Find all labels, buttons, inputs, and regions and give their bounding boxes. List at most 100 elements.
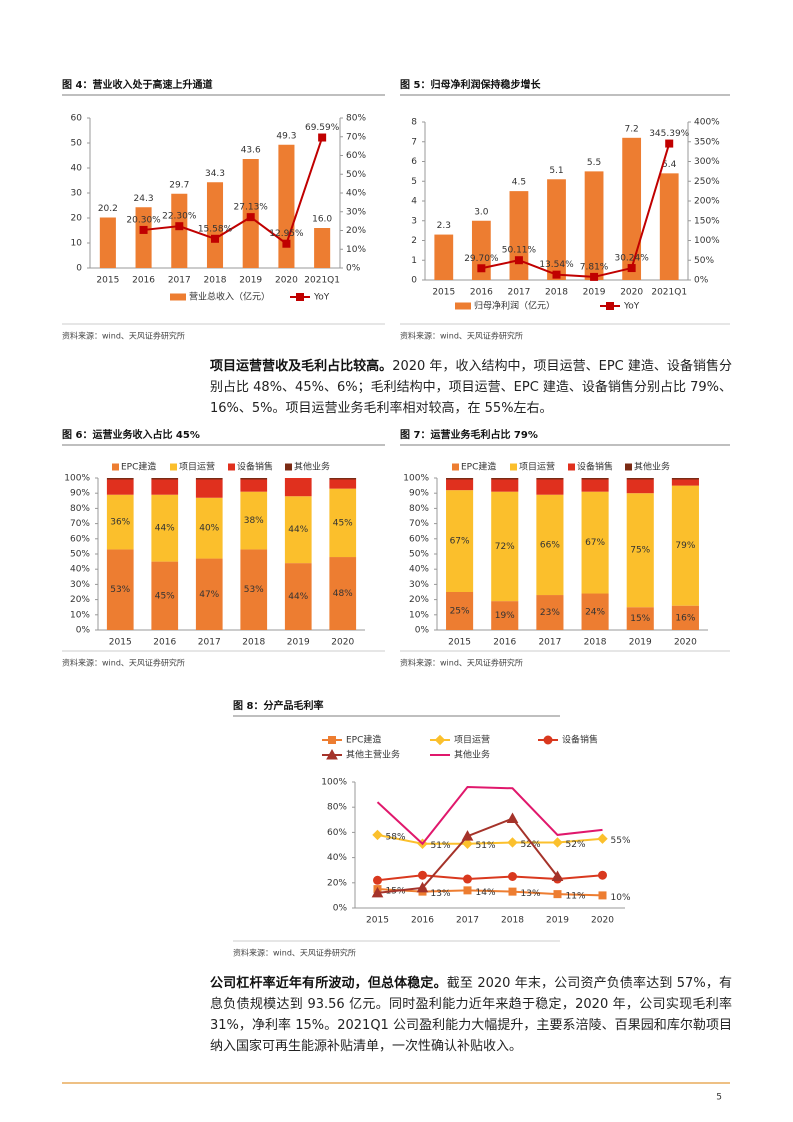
paragraph: 公司杠杆率近年有所波动，但总体稳定。截至 2020 年末，公司资产负债率达到 5… [210,973,732,1057]
marker [139,225,148,234]
y-tick-label: 10% [409,610,429,620]
legend-label: 设备销售 [562,734,598,746]
data-label: 3.0 [474,207,489,217]
bar [314,228,331,268]
data-label: 49.3 [276,131,296,141]
legend-swatch [455,302,471,310]
y-tick-label: 0% [415,626,430,636]
marker [373,875,382,885]
bar-segment [536,478,564,480]
legend-swatch [170,293,186,301]
y-tick-label: 30% [70,580,90,590]
data-label: 45% [333,518,353,528]
y-tick-label: 70% [70,519,90,529]
x-tick-label: 2020 [591,916,614,926]
bar-segment [151,478,179,480]
x-tick-label: 2019 [629,638,652,648]
data-label: 40% [199,524,219,534]
legend-label: 其他主营业务 [346,749,400,761]
data-label: 30.24% [614,254,649,264]
y-tick-label: 30% [409,580,429,590]
data-label: 22.30% [162,212,197,222]
x-tick-label: 2018 [242,638,265,648]
x-tick-label: 2021Q1 [304,276,340,286]
bar [171,193,188,268]
x-tick-label: 2018 [584,638,607,648]
marker [461,830,474,841]
data-label: 67% [450,537,470,547]
y-tick-label: 6 [411,157,417,167]
data-label: 20.30% [126,215,161,225]
bar-segment [536,479,564,495]
data-label: 45% [155,591,175,601]
data-label: 72% [495,542,515,552]
bar-segment [626,479,654,494]
marker [296,293,304,301]
data-label: 38% [244,516,264,526]
y-tick-label: 80% [409,504,429,514]
data-label: 24% [585,607,605,617]
bar [434,234,454,280]
data-label: 36% [110,518,130,528]
data-label: 5.4 [662,160,677,170]
data-label: 2.3 [437,221,451,231]
figure-caption: 图 8：分产品毛利率 [233,699,323,712]
bar-segment [195,479,223,498]
y-tick-label: 30 [71,189,83,199]
bar-segment [671,605,699,630]
marker [590,272,599,281]
y2-tick-label: 30% [346,207,366,217]
bar [206,182,224,268]
series-line [377,833,603,845]
bar [471,220,491,280]
paragraph: 项目运营营收及毛利占比较高。2020 年，收入结构中，项目运营、EPC 建造、设… [210,356,732,419]
legend-label: 项目运营 [179,461,215,473]
bar [584,171,604,280]
data-label: 66% [540,540,560,550]
y2-tick-label: 0% [346,264,361,274]
bar [278,144,295,268]
bar-segment [329,478,357,480]
x-tick-label: 2019 [287,638,310,648]
data-label: 24.3 [134,194,154,204]
marker [463,874,472,884]
marker [372,829,383,841]
legend-swatch [625,463,632,471]
marker [606,302,614,310]
marker [551,870,564,881]
legend-label: YoY [313,293,330,303]
data-label: 53% [110,585,130,595]
bar-segment [329,479,357,489]
bar-segment [446,490,474,592]
bar-segment [626,493,654,608]
bar-segment [151,479,179,495]
bar-segment [151,561,179,630]
marker [598,891,607,900]
bar-segment [446,478,474,480]
marker [553,890,562,899]
x-tick-label: 2016 [153,638,176,648]
marker [665,139,674,148]
y-tick-label: 50% [409,550,429,560]
data-label: 47% [199,590,219,600]
marker [463,886,472,895]
bar-segment [195,478,223,480]
y-tick-label: 70% [409,519,429,529]
marker [175,222,184,231]
marker [508,872,517,881]
paragraph-text: 截至 2020 年末，公司资产负债率达到 57%，有息负债规模达到 93.56 … [210,976,732,1054]
y2-tick-label: 80% [346,114,366,124]
data-label: 67% [585,538,605,548]
x-tick-label: 2016 [493,638,516,648]
legend-swatch [112,463,119,471]
bar-segment [491,491,519,602]
bar-segment [581,478,609,480]
y-tick-label: 40% [327,853,347,863]
y2-tick-label: 200% [694,197,720,207]
y-tick-label: 10% [70,610,90,620]
y2-tick-label: 20% [346,226,366,236]
x-tick-label: 2016 [132,276,155,286]
series-line [143,137,324,246]
